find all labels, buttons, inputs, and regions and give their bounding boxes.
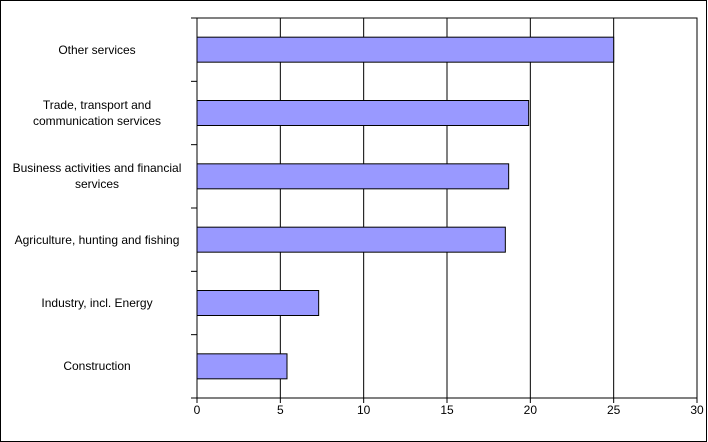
y-tick-label: Industry, incl. Energy <box>41 296 153 310</box>
x-tick-label: 20 <box>524 403 538 417</box>
x-tick-label: 10 <box>357 403 371 417</box>
y-tick-label: Trade, transport and communication servi… <box>32 98 162 128</box>
bar <box>196 353 288 380</box>
bar <box>196 100 530 126</box>
x-tick-label: 0 <box>194 403 201 417</box>
x-tick-label: 15 <box>440 403 454 417</box>
bar <box>196 163 510 190</box>
y-tick-label: Construction <box>63 359 131 374</box>
bar <box>196 290 320 316</box>
x-tick-label: 25 <box>607 403 621 417</box>
y-tick-label: Agriculture, hunting and fishing <box>14 232 180 247</box>
bar <box>196 36 615 63</box>
y-tick-label: Other services <box>58 42 136 57</box>
x-tick-label: 30 <box>690 403 704 417</box>
x-tick-label: 5 <box>277 403 284 417</box>
y-tick-label: Business activities and financial servic… <box>12 161 182 192</box>
bar <box>196 226 506 253</box>
